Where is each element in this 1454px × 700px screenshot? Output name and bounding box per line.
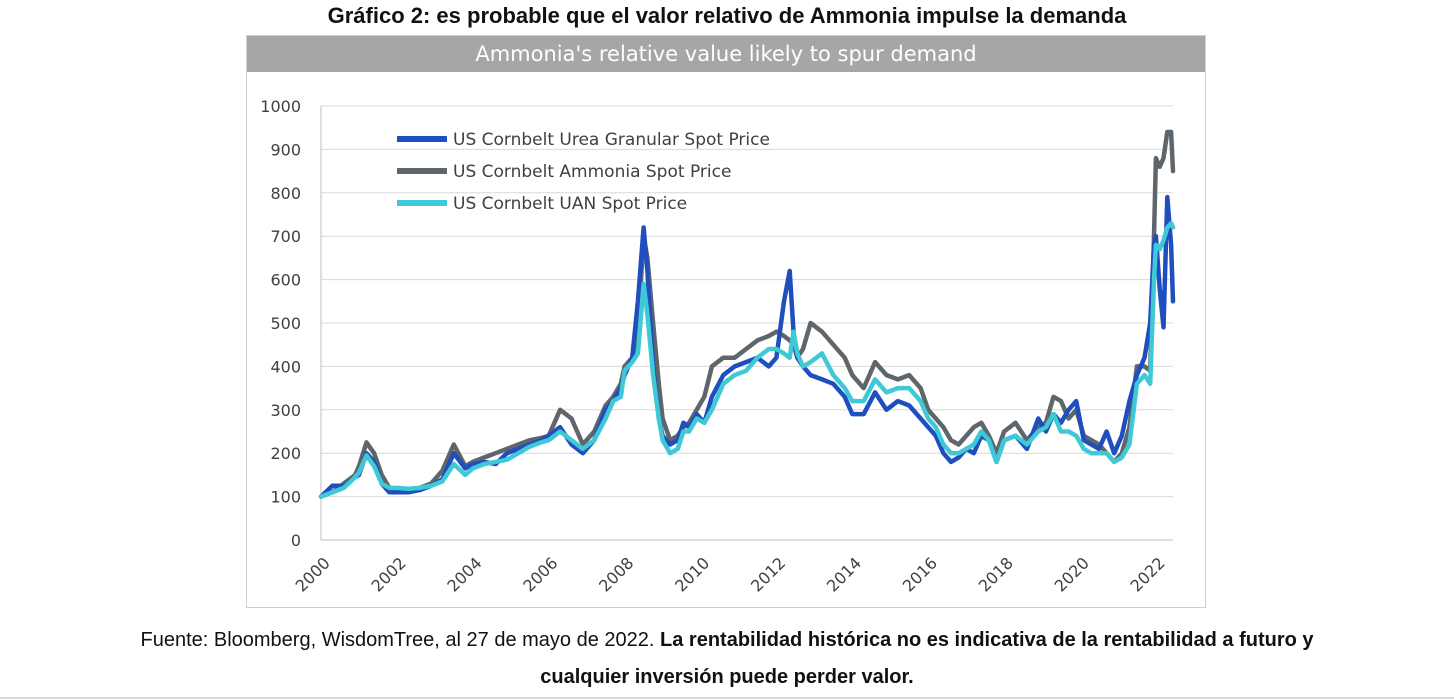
y-tick-label: 600 — [270, 271, 301, 290]
y-tick-label: 1000 — [260, 97, 301, 116]
series-line-uan — [318, 220, 1176, 499]
y-tick-label: 200 — [270, 444, 301, 463]
y-tick-label: 100 — [270, 488, 301, 507]
x-tick-label: 2002 — [368, 553, 410, 595]
x-tick-label: 2020 — [1051, 553, 1093, 595]
legend-label: US Cornbelt Urea Granular Spot Price — [453, 130, 770, 150]
legend-label: US Cornbelt Ammonia Spot Price — [453, 162, 731, 182]
y-tick-label: 400 — [270, 357, 301, 376]
y-tick-label: 500 — [270, 314, 301, 333]
x-tick-label: 2018 — [975, 553, 1017, 595]
legend-label: US Cornbelt UAN Spot Price — [453, 194, 687, 214]
caption: Fuente: Bloomberg, WisdomTree, al 27 de … — [0, 622, 1454, 696]
x-tick-label: 2000 — [292, 553, 334, 595]
x-tick-label: 2004 — [443, 553, 485, 595]
source-note: Fuente: Bloomberg, WisdomTree, al 27 de … — [140, 629, 655, 651]
y-tick-label: 300 — [270, 401, 301, 420]
series-line-ammonia — [318, 129, 1176, 499]
x-tick-label: 2014 — [823, 553, 865, 595]
chart-frame: Ammonia's relative value likely to spur … — [246, 35, 1206, 608]
line-chart: 0 100 200 300 400 500 600 700 800 900 1000 2000 2002… — [260, 97, 1176, 596]
x-tick-label: 2022 — [1127, 553, 1169, 595]
x-tick-label: 2010 — [671, 553, 713, 595]
x-tick-label: 2012 — [747, 553, 789, 595]
x-tick-label: 2008 — [595, 553, 637, 595]
disclaimer-part-2: cualquier inversión puede perder valor. — [540, 666, 914, 688]
chart-title: Ammonia's relative value likely to spur … — [247, 36, 1205, 72]
page-title: Gráfico 2: es probable que el valor rela… — [327, 3, 1127, 28]
y-tick-label: 700 — [270, 227, 301, 246]
y-tick-label: 800 — [270, 184, 301, 203]
disclaimer-part-1: La rentabilidad histórica no es indicati… — [660, 629, 1314, 651]
caption-line-2: cualquier inversión puede perder valor. — [0, 659, 1454, 696]
caption-line-1: Fuente: Bloomberg, WisdomTree, al 27 de … — [0, 622, 1454, 659]
y-tick-label: 900 — [270, 140, 301, 159]
x-tick-label: 2006 — [519, 553, 561, 595]
x-tick-label: 2016 — [899, 553, 941, 595]
y-tick-label: 0 — [291, 531, 301, 550]
bottom-divider — [0, 697, 1454, 699]
